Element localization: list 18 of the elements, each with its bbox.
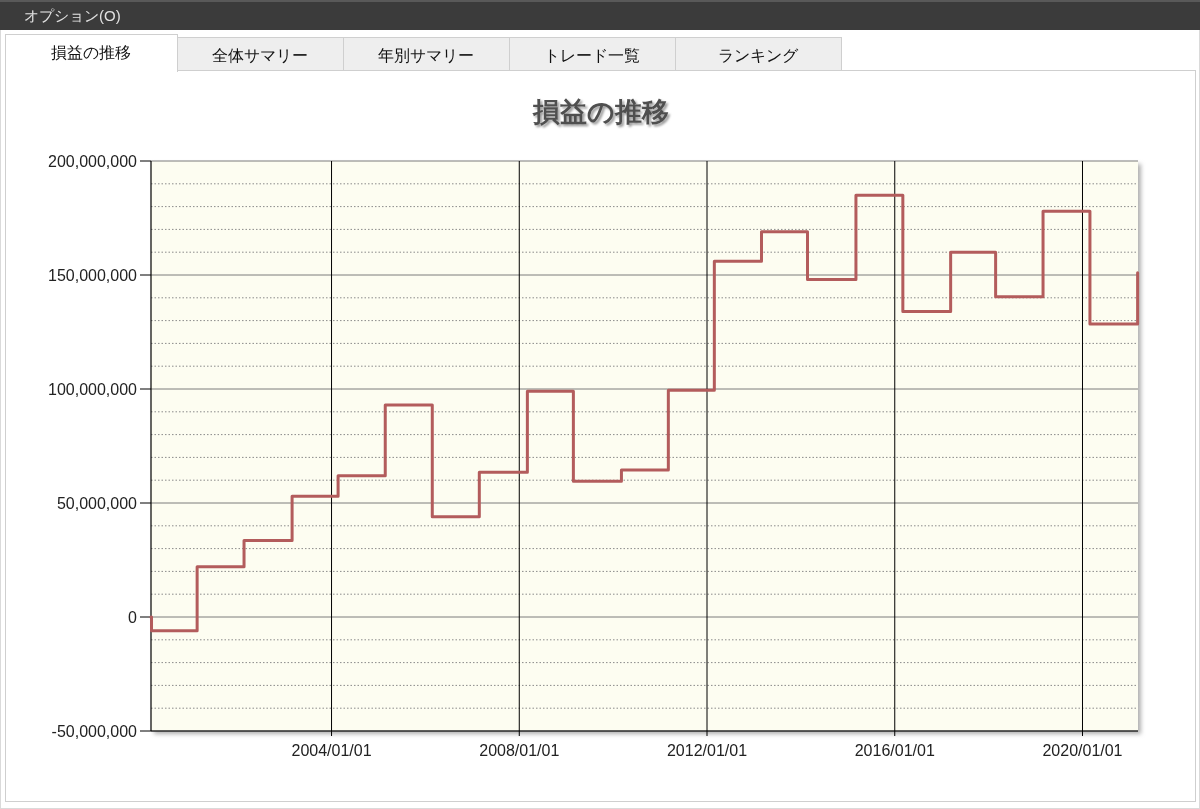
y-tick-label: -50,000,000 xyxy=(51,722,138,740)
tab: トレード一覧 xyxy=(509,37,676,71)
x-tick-label: 2020/01/01 xyxy=(1042,742,1123,759)
tab: 年別サマリー xyxy=(343,37,510,71)
y-tick-label: 150,000,000 xyxy=(48,266,138,284)
y-tick-label: 50,000,000 xyxy=(56,494,138,512)
tab: 損益の推移 xyxy=(5,34,178,73)
x-tick-label: 2012/01/01 xyxy=(666,742,748,759)
chart-title: 損益の推移 xyxy=(532,97,669,127)
x-tick-label: 2004/01/01 xyxy=(291,742,372,759)
x-tick-label: 2008/01/01 xyxy=(479,742,560,759)
tab: 全体サマリー xyxy=(177,37,344,71)
y-tick-label: 0 xyxy=(128,608,138,626)
y-tick-label: 200,000,000 xyxy=(48,152,138,170)
y-tick-label: 100,000,000 xyxy=(48,380,138,398)
tab: ランキング xyxy=(675,37,842,71)
x-tick-label: 2016/01/01 xyxy=(854,742,935,759)
menu-bar: オプション(O) xyxy=(0,0,1200,30)
